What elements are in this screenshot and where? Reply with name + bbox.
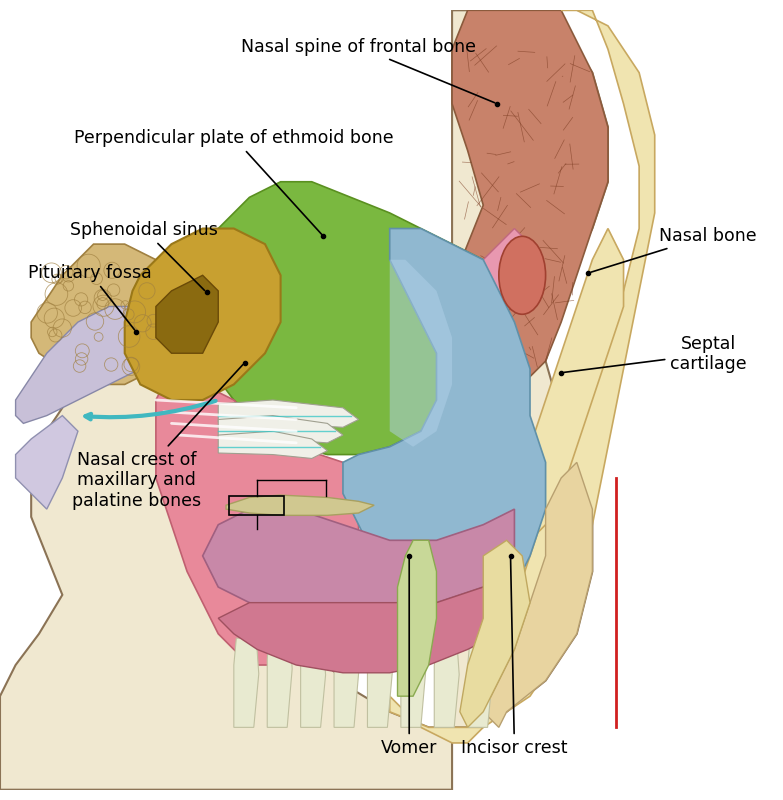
Polygon shape bbox=[218, 415, 343, 443]
Polygon shape bbox=[203, 509, 514, 618]
Polygon shape bbox=[226, 495, 374, 515]
Polygon shape bbox=[452, 10, 608, 385]
Polygon shape bbox=[435, 639, 459, 727]
Polygon shape bbox=[507, 229, 623, 540]
Polygon shape bbox=[156, 369, 359, 665]
Polygon shape bbox=[467, 638, 493, 727]
Text: Nasal spine of frontal bone: Nasal spine of frontal bone bbox=[241, 38, 495, 102]
Polygon shape bbox=[460, 540, 530, 727]
Polygon shape bbox=[234, 638, 258, 727]
Polygon shape bbox=[218, 400, 359, 427]
Text: Septal
cartilage: Septal cartilage bbox=[564, 334, 747, 374]
Polygon shape bbox=[390, 260, 452, 446]
Polygon shape bbox=[467, 229, 530, 322]
Polygon shape bbox=[367, 634, 392, 727]
Polygon shape bbox=[483, 462, 593, 727]
Polygon shape bbox=[343, 229, 546, 642]
Polygon shape bbox=[124, 229, 280, 400]
Polygon shape bbox=[0, 10, 608, 790]
Ellipse shape bbox=[499, 236, 546, 314]
Polygon shape bbox=[267, 630, 292, 727]
Polygon shape bbox=[218, 431, 327, 458]
Text: Nasal crest of
maxillary and
palatine bones: Nasal crest of maxillary and palatine bo… bbox=[72, 365, 243, 510]
Polygon shape bbox=[401, 632, 426, 727]
Polygon shape bbox=[334, 630, 359, 727]
Polygon shape bbox=[218, 571, 514, 673]
Text: Nasal bone: Nasal bone bbox=[591, 227, 756, 272]
Polygon shape bbox=[16, 306, 156, 423]
Polygon shape bbox=[398, 540, 436, 696]
Text: Sphenoidal sinus: Sphenoidal sinus bbox=[70, 221, 218, 290]
Polygon shape bbox=[301, 640, 326, 727]
Text: Vomer: Vomer bbox=[381, 558, 438, 757]
Text: Incisor crest: Incisor crest bbox=[461, 558, 568, 757]
Polygon shape bbox=[195, 182, 499, 454]
Polygon shape bbox=[390, 10, 655, 743]
Polygon shape bbox=[16, 415, 78, 509]
Text: Pituitary fossa: Pituitary fossa bbox=[27, 263, 151, 330]
Polygon shape bbox=[31, 244, 171, 385]
Text: Perpendicular plate of ethmoid bone: Perpendicular plate of ethmoid bone bbox=[74, 129, 394, 234]
Polygon shape bbox=[156, 275, 218, 354]
